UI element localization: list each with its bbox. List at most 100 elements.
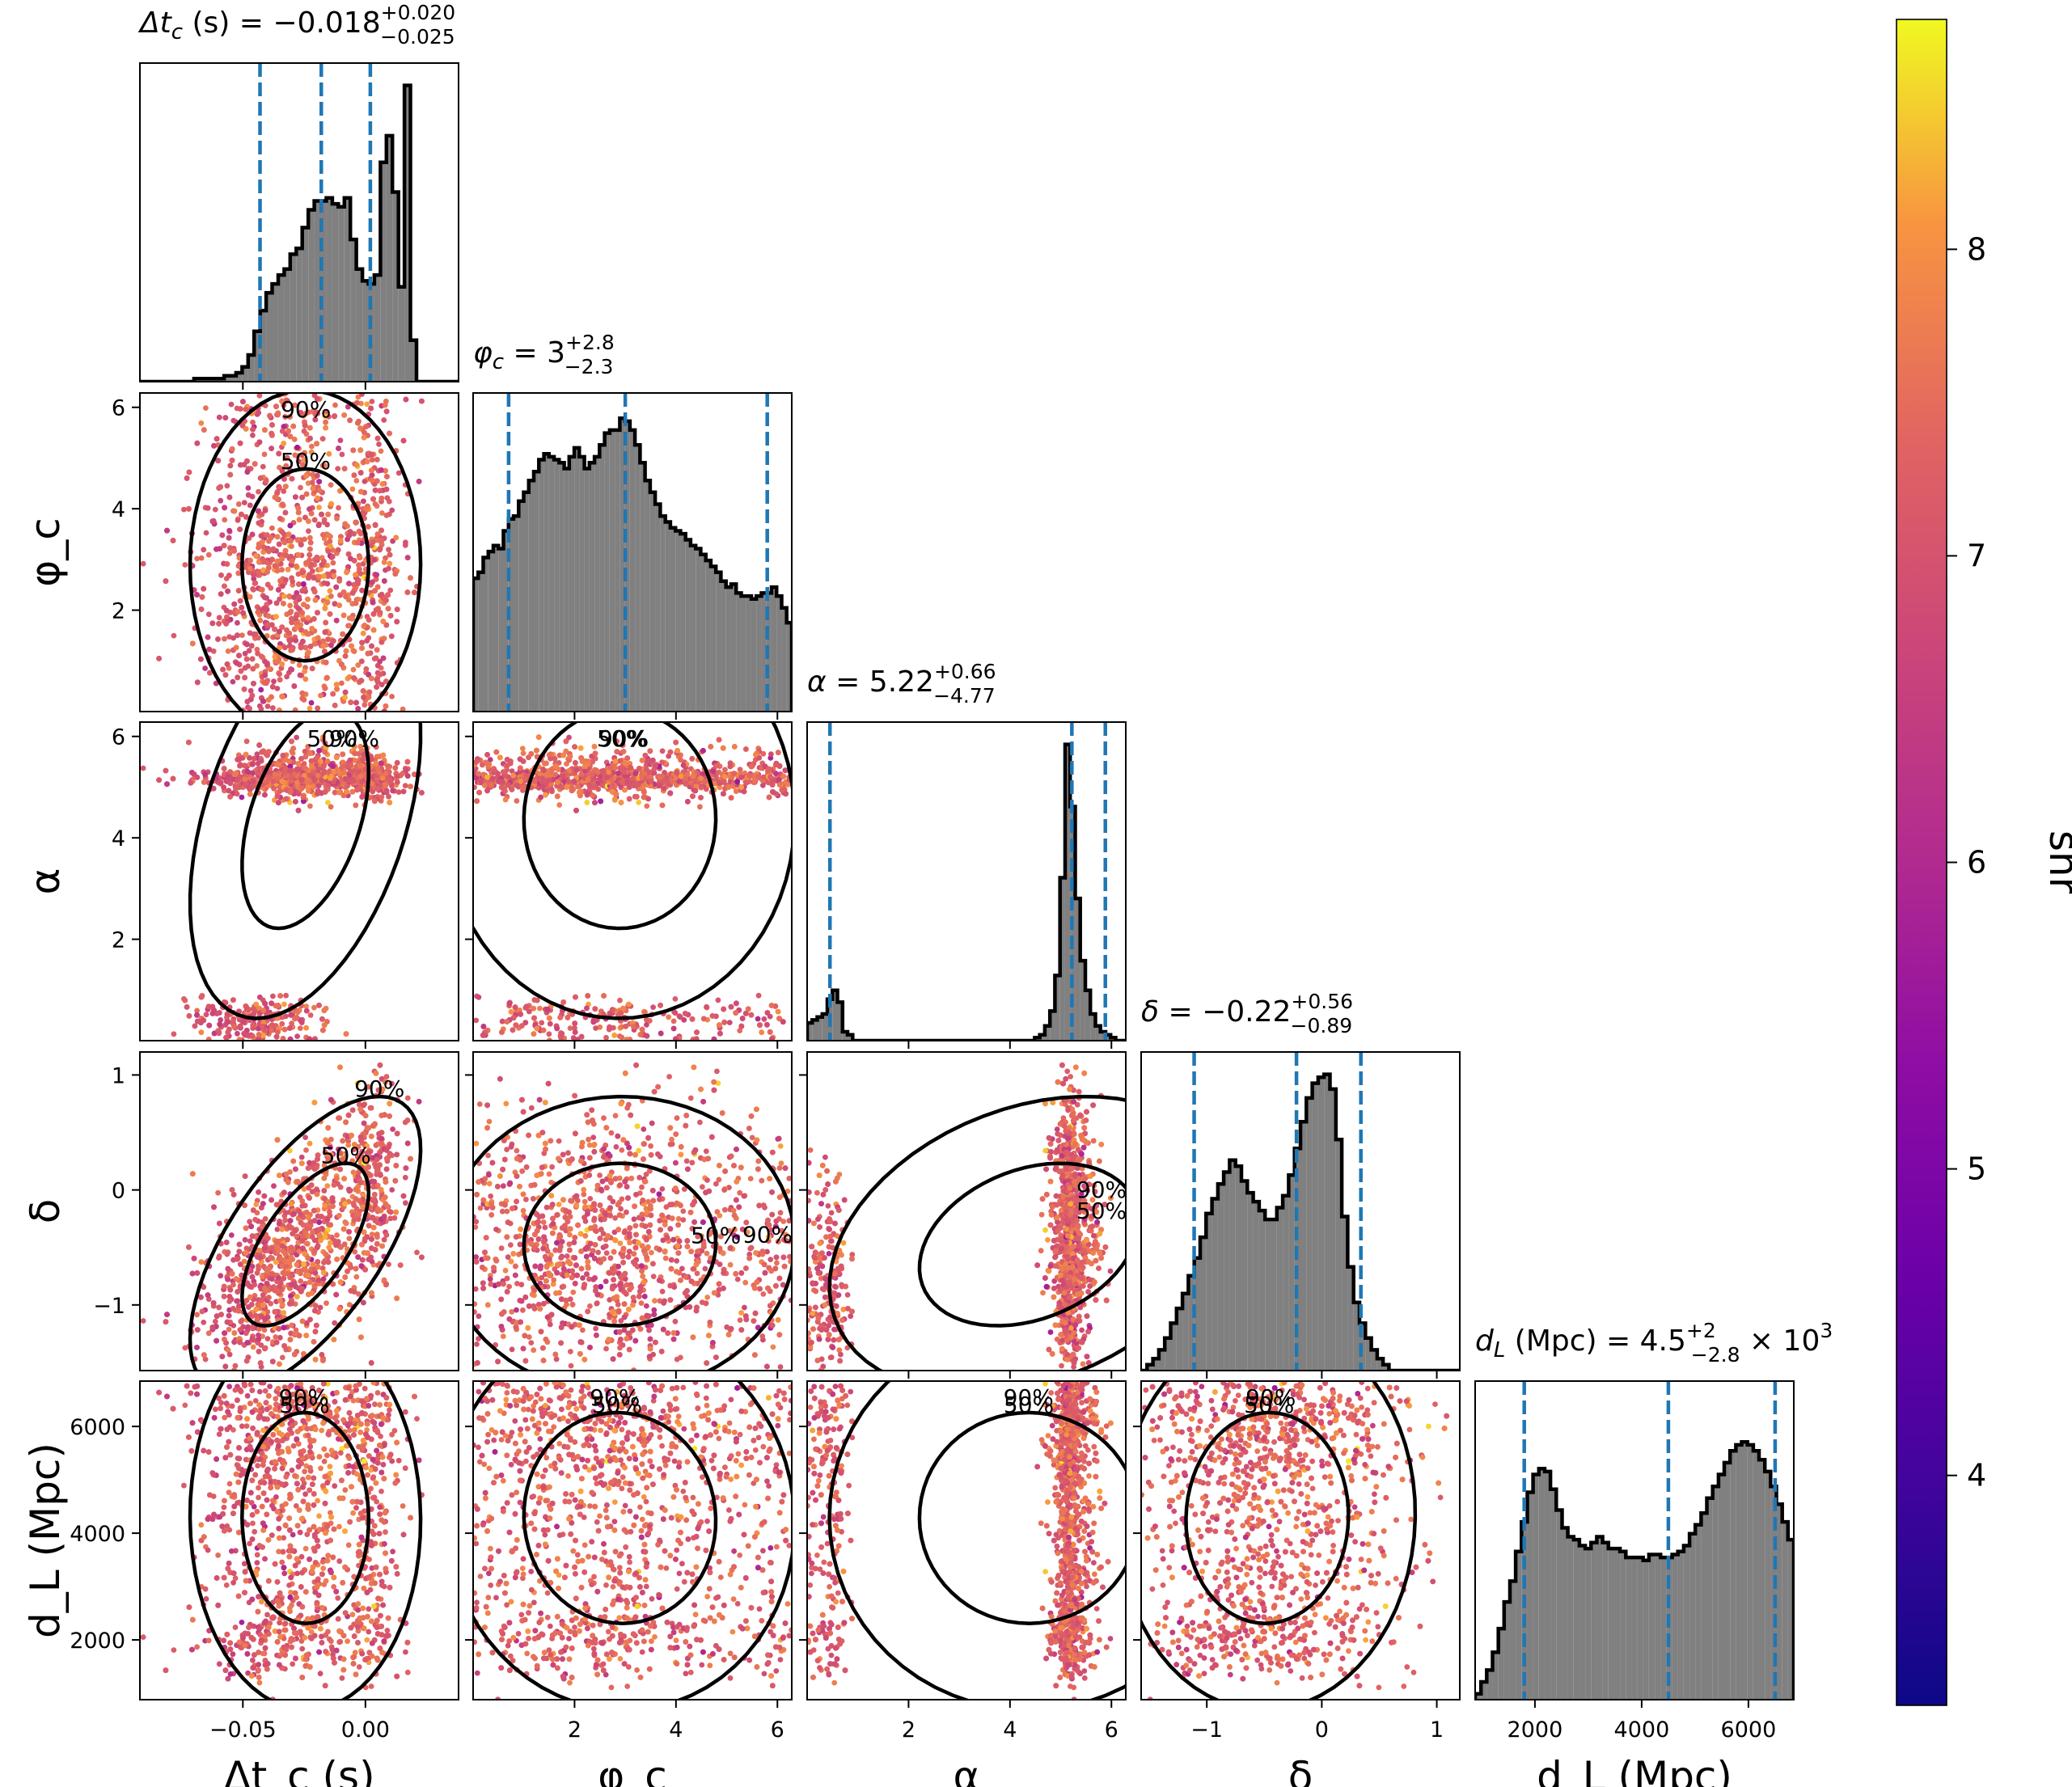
scatter-point bbox=[349, 643, 354, 649]
scatter-point bbox=[302, 748, 308, 754]
scatter-point bbox=[289, 575, 294, 581]
scatter-point bbox=[387, 800, 393, 805]
scatter-point bbox=[284, 398, 290, 404]
scatter-point bbox=[262, 672, 268, 678]
scatter-point bbox=[256, 439, 263, 446]
scatter-point bbox=[298, 484, 303, 491]
scatter-point bbox=[201, 779, 207, 785]
scatter-point bbox=[282, 547, 289, 554]
scatter-point bbox=[239, 794, 245, 801]
scatter-point bbox=[309, 443, 315, 450]
scatter-point bbox=[353, 600, 359, 606]
scatter-point bbox=[383, 555, 388, 561]
scatter-point bbox=[265, 697, 272, 703]
scatter-point bbox=[357, 555, 363, 561]
scatter-point bbox=[336, 505, 341, 511]
scatter-point bbox=[218, 591, 224, 597]
scatter-point bbox=[340, 612, 347, 619]
scatter-point bbox=[327, 588, 333, 594]
scatter-point bbox=[205, 1037, 212, 1041]
scatter-point bbox=[295, 606, 302, 611]
scatter-point bbox=[243, 641, 250, 648]
scatter-point bbox=[373, 655, 379, 661]
scatter-point bbox=[194, 1008, 201, 1014]
scatter-point bbox=[186, 505, 192, 512]
scatter-point bbox=[263, 478, 269, 484]
scatter-point bbox=[374, 435, 381, 441]
scatter-point bbox=[374, 457, 380, 463]
scatter-point bbox=[300, 581, 307, 587]
scatter-point bbox=[229, 457, 235, 463]
scatter-phic-vs-dtc bbox=[140, 393, 467, 712]
scatter-point bbox=[279, 694, 285, 700]
scatter-point bbox=[347, 417, 353, 424]
scatter-point bbox=[322, 749, 328, 755]
scatter-point bbox=[402, 783, 408, 788]
scatter-point bbox=[355, 662, 362, 668]
scatter-point bbox=[201, 585, 207, 592]
scatter-point bbox=[182, 997, 188, 1003]
scatter-point bbox=[163, 578, 169, 585]
scatter-point bbox=[229, 446, 235, 452]
scatter-point bbox=[366, 617, 372, 623]
scatter-point bbox=[274, 762, 281, 767]
scatter-point bbox=[281, 1001, 287, 1008]
scatter-point bbox=[333, 754, 340, 761]
scatter-point bbox=[222, 415, 229, 420]
scatter-point bbox=[300, 798, 307, 805]
scatter-point bbox=[214, 436, 220, 442]
scatter-point bbox=[241, 500, 247, 505]
scatter-point bbox=[325, 511, 332, 518]
scatter-point bbox=[310, 471, 315, 478]
scatter-point bbox=[226, 550, 233, 556]
scatter-point bbox=[243, 656, 250, 662]
scatter-point bbox=[390, 788, 395, 794]
scatter-point bbox=[194, 556, 201, 562]
scatter-point bbox=[236, 756, 243, 763]
scatter-point bbox=[328, 804, 334, 810]
scatter-point bbox=[194, 679, 201, 686]
scatter-point bbox=[351, 758, 357, 763]
scatter-point bbox=[274, 568, 281, 574]
scatter-point bbox=[282, 509, 289, 516]
scatter-point bbox=[344, 569, 349, 576]
scatter-point bbox=[403, 396, 409, 403]
scatter-point bbox=[316, 748, 322, 754]
scatter-point bbox=[288, 1012, 294, 1018]
scatter-point bbox=[357, 530, 364, 537]
scatter-point bbox=[378, 592, 383, 598]
scatter-point bbox=[282, 414, 289, 420]
scatter-point bbox=[235, 570, 242, 577]
scatter-point bbox=[277, 788, 283, 794]
scatter-point bbox=[312, 1036, 318, 1041]
scatter-point bbox=[328, 501, 334, 507]
scatter-point bbox=[287, 414, 293, 420]
scatter-point bbox=[353, 462, 360, 468]
scatter-point bbox=[224, 661, 230, 667]
scatter-point bbox=[408, 784, 413, 789]
scatter-point bbox=[364, 401, 370, 408]
scatter-point bbox=[265, 613, 272, 619]
scatter-point bbox=[374, 677, 380, 683]
scatter-point bbox=[286, 630, 292, 636]
scatter-point bbox=[260, 1008, 267, 1013]
scatter-point bbox=[269, 430, 275, 437]
scatter-point bbox=[324, 581, 331, 587]
scatter-point bbox=[361, 434, 367, 441]
scatter-point bbox=[393, 534, 400, 541]
scatter-point bbox=[308, 449, 315, 455]
scatter-point bbox=[274, 490, 280, 496]
scatter-point bbox=[287, 522, 294, 529]
scatter-point bbox=[389, 507, 395, 513]
scatter-point bbox=[307, 551, 313, 558]
scatter-point bbox=[272, 626, 277, 632]
scatter-point bbox=[322, 629, 328, 636]
scatter-point bbox=[262, 792, 268, 798]
scatter-point bbox=[461, 667, 467, 673]
scatter-point bbox=[314, 441, 319, 447]
scatter-point bbox=[211, 1030, 218, 1037]
scatter-point bbox=[290, 423, 297, 429]
scatter-point bbox=[323, 419, 328, 425]
scatter-point bbox=[281, 424, 287, 429]
scatter-point bbox=[262, 403, 269, 408]
